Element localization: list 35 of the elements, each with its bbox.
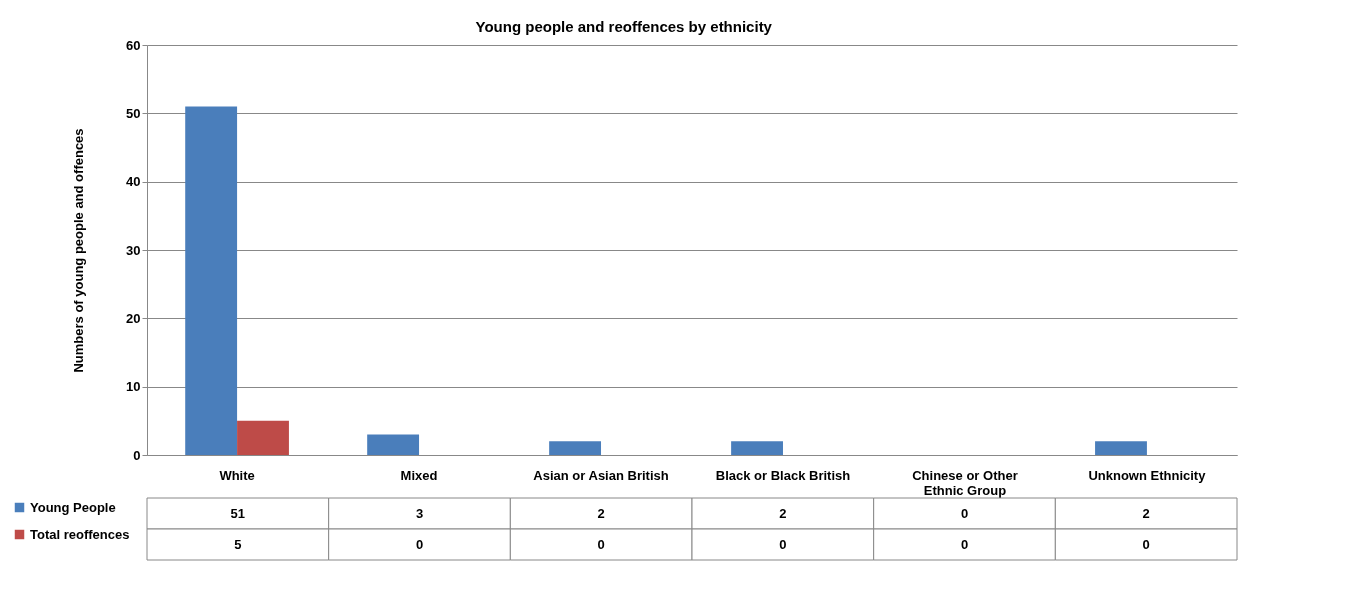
y-tick-label: 40: [126, 174, 141, 190]
bar: [367, 434, 420, 455]
data-label: 51: [230, 505, 246, 521]
y-tick-label: 50: [126, 105, 141, 121]
y-tick-label: 60: [126, 37, 141, 53]
data-label: 0: [960, 536, 969, 552]
data-label: 3: [415, 505, 424, 521]
y-tick-label: 0: [133, 447, 141, 463]
bar: [731, 441, 783, 455]
data-label: 2: [779, 505, 787, 521]
data-label: 0: [1142, 536, 1150, 552]
chart-title: Young people and reoffences by ethnicity: [475, 18, 773, 35]
y-axis-title: Numbers of young people and offences: [71, 128, 87, 373]
x-tick-label: White: [219, 467, 255, 483]
y-tick-label: 10: [126, 379, 141, 395]
x-tick-label: Unknown Ethnicity: [1088, 467, 1207, 483]
bar: [237, 420, 289, 455]
data-label: 2: [1142, 505, 1150, 521]
bar: [1095, 441, 1147, 455]
data-label: 0: [415, 536, 424, 552]
bar: [185, 106, 238, 455]
x-tick-label: Black or Black British: [715, 467, 851, 483]
data-label: 0: [779, 536, 787, 552]
legend-label: Total reoffences: [30, 526, 130, 542]
data-label: 0: [597, 536, 605, 552]
x-tick-label: Asian or Asian British: [533, 467, 669, 483]
y-tick-label: 20: [126, 310, 141, 326]
x-tick-label: Chinese or Other Ethnic Group: [912, 467, 1018, 498]
data-label: 5: [234, 536, 242, 552]
bar: [549, 441, 602, 455]
x-tick-label: Mixed: [400, 467, 438, 483]
data-label: 2: [597, 505, 605, 521]
y-tick-label: 30: [126, 242, 141, 258]
data-label: 0: [960, 505, 969, 521]
legend-label: Young People: [30, 499, 116, 515]
